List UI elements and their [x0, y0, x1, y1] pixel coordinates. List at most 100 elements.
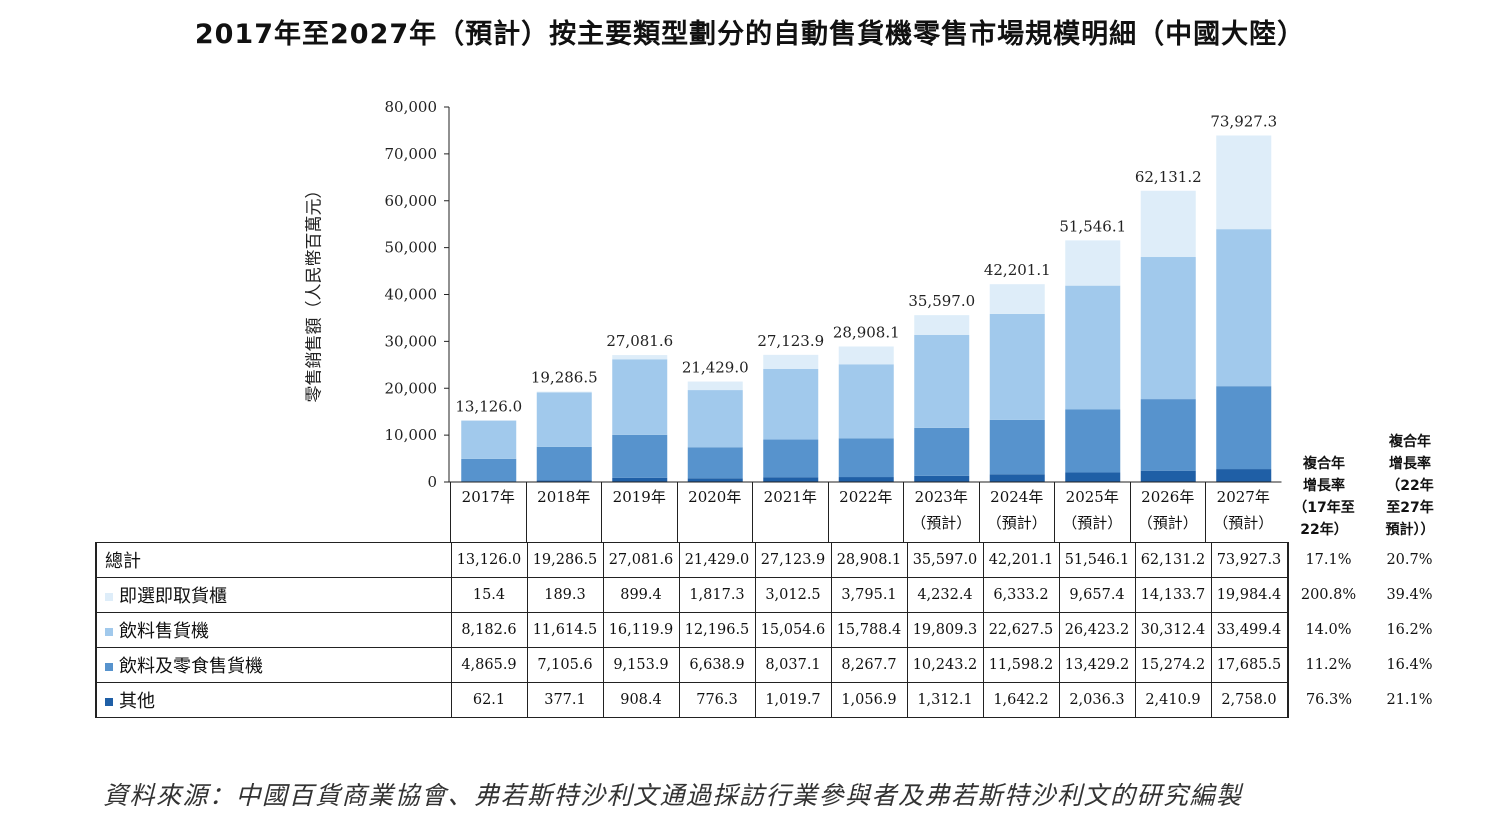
bar-segment: [687, 381, 743, 391]
table-row: 總計 13,126.0 19,286.5 27,081.6 21,429.0 27,123…: [95, 542, 1450, 578]
table-cell: 19,984.4: [1210, 577, 1289, 613]
table-cell: 22,627.5: [982, 612, 1059, 648]
row-label: 總計: [95, 542, 451, 578]
table-cell: 3,795.1: [830, 577, 907, 613]
total-data-label: 27,081.6: [606, 332, 673, 350]
table-cell: 28,908.1: [830, 542, 907, 578]
x-tick-label: 2021年: [752, 482, 828, 542]
bar-segment: [989, 474, 1045, 482]
bar-segment: [763, 368, 819, 440]
table-row: 飲料售貨機 8,182.6 11,614.5 16,119.9 12,196.5 15,0…: [95, 612, 1450, 648]
table-cell: 14,133.7: [1134, 577, 1211, 613]
bar-segment: [989, 284, 1045, 314]
bar-segment: [461, 458, 517, 482]
bar-segment: [612, 355, 668, 360]
bar-segment: [1065, 285, 1121, 410]
bar-segment: [1065, 240, 1121, 286]
table-cell: 2,758.0: [1210, 682, 1289, 718]
table-cell: 377.1: [526, 682, 603, 718]
bar-segment: [989, 313, 1045, 420]
table-cell: 9,153.9: [602, 647, 679, 683]
bar-segment: [838, 477, 894, 482]
cagr-cell: 16.2%: [1386, 622, 1433, 638]
table-cell: 189.3: [526, 577, 603, 613]
table-cell: 42,201.1: [982, 542, 1059, 578]
table-cell: 8,037.1: [754, 647, 831, 683]
table-cell: 15.4: [450, 577, 527, 613]
cagr-cell: 20.7%: [1386, 552, 1433, 568]
table-cell: 62.1: [450, 682, 527, 718]
legend-swatch: [105, 663, 113, 671]
bar-segment: [1216, 229, 1272, 387]
table-cell: 1,312.1: [906, 682, 983, 718]
bar-segment: [687, 390, 743, 448]
bar-segment: [1140, 399, 1196, 471]
total-data-label: 28,908.1: [833, 323, 900, 341]
y-tick-label: 60,000: [385, 192, 438, 210]
bar-segment: [838, 346, 894, 365]
bar-segment: [612, 434, 668, 478]
table-cell: 908.4: [602, 682, 679, 718]
table-cell: 30,312.4: [1134, 612, 1211, 648]
cagr-cell: 14.0%: [1305, 622, 1352, 638]
table-cell: 17,685.5: [1210, 647, 1289, 683]
x-tick-label: 2020年: [676, 482, 753, 542]
table-cell: 73,927.3: [1210, 542, 1289, 578]
x-tick-label: 2018年: [525, 482, 602, 542]
y-tick-label: 20,000: [385, 379, 438, 397]
table-cell: 15,274.2: [1134, 647, 1211, 683]
bar-segment: [687, 447, 743, 479]
table-cell: 8,267.7: [830, 647, 907, 683]
x-tick-label: 2026年 （預計）: [1129, 482, 1206, 542]
total-data-label: 27,123.9: [757, 332, 824, 350]
table-cell: 27,123.9: [754, 542, 831, 578]
table-cell: 19,286.5: [526, 542, 603, 578]
bar-segment: [914, 475, 970, 482]
total-data-label: 21,429.0: [682, 359, 749, 377]
cagr-header-22-27: 複合年 增長率 （22年 至27年 預計））: [1385, 434, 1435, 538]
x-tick-label: 2022年: [827, 482, 904, 542]
table-cell: 10,243.2: [906, 647, 983, 683]
table-cell: 33,499.4: [1210, 612, 1289, 648]
x-tick-label: 2017年: [450, 482, 526, 542]
table-cell: 7,105.6: [526, 647, 603, 683]
table-cell: 899.4: [602, 577, 679, 613]
total-data-label: 35,597.0: [908, 292, 975, 310]
table-cell: 4,865.9: [450, 647, 527, 683]
total-data-label: 51,546.1: [1059, 217, 1126, 235]
table-cell: 1,817.3: [678, 577, 755, 613]
bar-segment: [763, 439, 819, 478]
row-label: 飲料售貨機: [95, 612, 451, 648]
bar-segment: [687, 478, 743, 482]
bar-segment: [1216, 386, 1272, 470]
cagr-cell: 17.1%: [1305, 552, 1352, 568]
y-tick-label: 80,000: [385, 98, 438, 116]
x-tick-label: 2024年 （預計）: [978, 482, 1055, 542]
chart-title: 2017年至2027年（預計）按主要類型劃分的自動售貨機零售市場規模明細（中國大…: [194, 19, 1306, 50]
table-cell: 51,546.1: [1058, 542, 1135, 578]
total-data-label: 73,927.3: [1210, 112, 1277, 130]
x-tick-label: 2019年: [601, 482, 677, 542]
total-data-label: 13,126.0: [455, 397, 522, 415]
bar-segment: [536, 480, 592, 482]
y-tick-label: 0: [427, 473, 437, 491]
total-data-label: 62,131.2: [1135, 168, 1202, 186]
table-cell: 26,423.2: [1058, 612, 1135, 648]
table-cell: 27,081.6: [602, 542, 679, 578]
table-cell: 4,232.4: [906, 577, 983, 613]
table-cell: 12,196.5: [678, 612, 755, 648]
data-table: 總計 13,126.0 19,286.5 27,081.6 21,429.0 27,123…: [95, 542, 1450, 718]
table-cell: 13,429.2: [1058, 647, 1135, 683]
table-cell: 6,333.2: [982, 577, 1059, 613]
bar-segment: [1140, 257, 1196, 400]
cagr-cell: 16.4%: [1386, 657, 1433, 673]
cagr-cell: 11.2%: [1305, 657, 1352, 673]
bar-segment: [914, 427, 970, 476]
table-cell: 3,012.5: [754, 577, 831, 613]
bar-segment: [763, 354, 819, 369]
table-row: 飲料及零食售貨機 4,865.9 7,105.6 9,153.9 6,638.9 8,03…: [95, 647, 1450, 683]
bar-segment: [1065, 409, 1121, 473]
bar-segment: [914, 315, 970, 335]
y-tick-label: 50,000: [385, 239, 438, 257]
